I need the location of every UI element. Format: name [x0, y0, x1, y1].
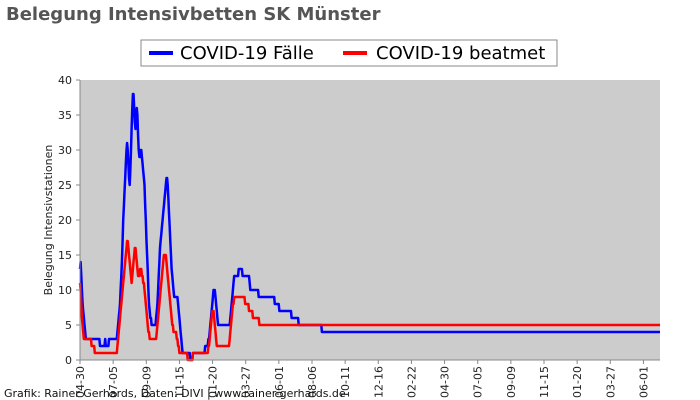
y-tick-label: 25: [58, 179, 72, 192]
x-tick-label: 07-05: [472, 366, 485, 398]
x-tick-label: 02-22: [405, 366, 418, 398]
x-tick-label: 04-30: [74, 366, 87, 398]
x-tick-label: 04-30: [439, 366, 452, 398]
x-tick-label: 01-20: [571, 366, 584, 398]
y-tick-label: 30: [58, 144, 72, 157]
y-tick-label: 0: [65, 354, 72, 367]
x-tick-label: 09-09: [140, 366, 153, 398]
y-tick-label: 10: [58, 284, 72, 297]
credit-text: Grafik: Rainer Gerhards, Daten: DIVI | w…: [4, 387, 346, 400]
x-tick-label: 12-16: [372, 366, 385, 398]
x-tick-label: 08-06: [306, 366, 319, 398]
x-tick-label: 10-11: [339, 366, 352, 398]
x-tick-label: 09-09: [505, 366, 518, 398]
y-tick-label: 5: [65, 319, 72, 332]
chart-title: Belegung Intensivbetten SK Münster: [6, 4, 381, 25]
x-tick-label: 06-01: [273, 366, 286, 398]
legend: COVID-19 Fälle COVID-19 beatmet: [140, 39, 558, 67]
series-line-0: [78, 92, 661, 362]
x-tick-label: 03-27: [240, 366, 253, 398]
y-tick-label: 35: [58, 109, 72, 122]
y-tick-label: 20: [58, 214, 72, 227]
y-tick-label: 15: [58, 249, 72, 262]
x-tick-label: 01-20: [207, 366, 220, 398]
x-tick-label: 11-15: [173, 366, 186, 398]
plot-area: [80, 80, 660, 360]
x-tick-label: 03-27: [604, 366, 617, 398]
legend-label-cases: COVID-19 Fälle: [180, 43, 314, 64]
x-tick-label: 07-05: [107, 366, 120, 398]
y-axis: 0 5 10 15 20 25 30 35 40: [58, 74, 81, 367]
series-layer: [78, 92, 661, 362]
y-axis-label: Belegung Intensivstationen: [42, 145, 55, 296]
series-line-1: [78, 239, 661, 362]
x-tick-label: 11-15: [538, 366, 551, 398]
x-tick-label: 06-01: [637, 366, 650, 398]
x-axis: 04-30 07-05 09-09 11-15 01-20 03-27 06-01 08-06…: [74, 359, 660, 398]
legend-label-ventilated: COVID-19 beatmet: [376, 43, 545, 64]
y-tick-label: 40: [58, 74, 72, 87]
